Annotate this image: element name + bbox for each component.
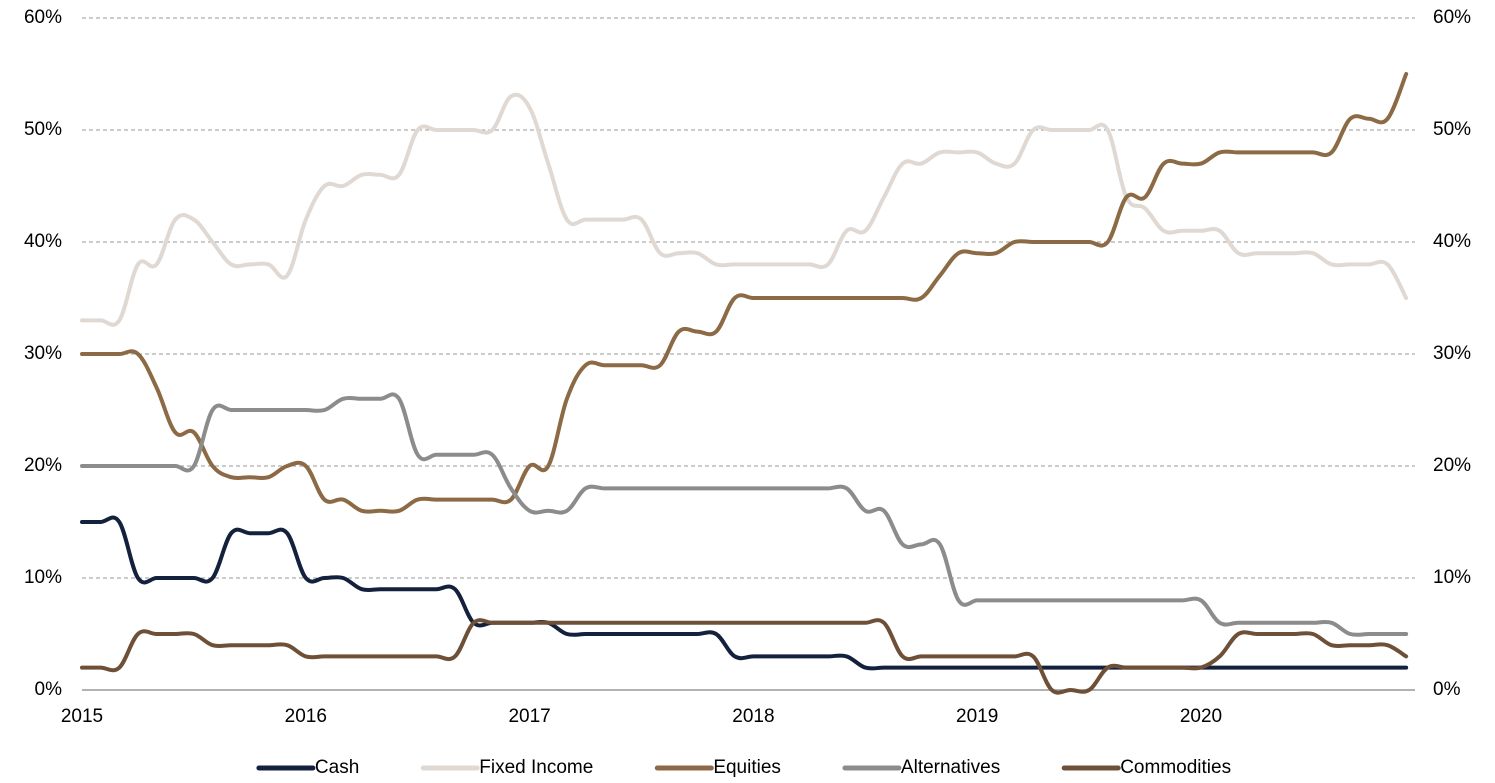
legend-label: Fixed Income (479, 757, 593, 778)
legend-label: Alternatives (901, 757, 1000, 778)
legend-item: Cash (256, 757, 359, 778)
series-line (80, 72, 1409, 514)
x-tick-label: 2020 (1180, 706, 1222, 727)
legend-label: Commodities (1120, 757, 1231, 778)
y-tick-label: 10% (24, 567, 62, 588)
y-tick-label: 20% (24, 455, 62, 476)
x-tick-label: 2019 (956, 706, 998, 727)
x-tick-label: 2015 (61, 706, 103, 727)
legend-item: Fixed Income (420, 757, 593, 778)
series-line (80, 392, 1409, 637)
y2-tick-label: 60% (1433, 7, 1471, 28)
x-tick-label: 2018 (732, 706, 774, 727)
y-tick-label: 40% (24, 231, 62, 252)
series-line (80, 618, 1409, 695)
y-tick-label: 60% (24, 7, 62, 28)
x-tick-label: 2016 (285, 706, 327, 727)
y2-tick-label: 30% (1433, 343, 1471, 364)
legend-item: Equities (654, 757, 781, 778)
x-tick-label: 2017 (508, 706, 550, 727)
y-tick-label: 30% (24, 343, 62, 364)
series-line (80, 92, 1409, 327)
y2-tick-label: 20% (1433, 455, 1471, 476)
legend-label: Cash (315, 757, 359, 778)
legend-item: Alternatives (842, 757, 1000, 778)
y2-tick-label: 0% (1433, 679, 1461, 700)
y-tick-label: 0% (35, 679, 63, 700)
legend-item: Commodities (1061, 757, 1231, 778)
y2-tick-label: 40% (1433, 231, 1471, 252)
y2-tick-label: 50% (1433, 119, 1471, 140)
y-tick-label: 50% (24, 119, 62, 140)
legend-label: Equities (713, 757, 781, 778)
y2-tick-label: 10% (1433, 567, 1471, 588)
